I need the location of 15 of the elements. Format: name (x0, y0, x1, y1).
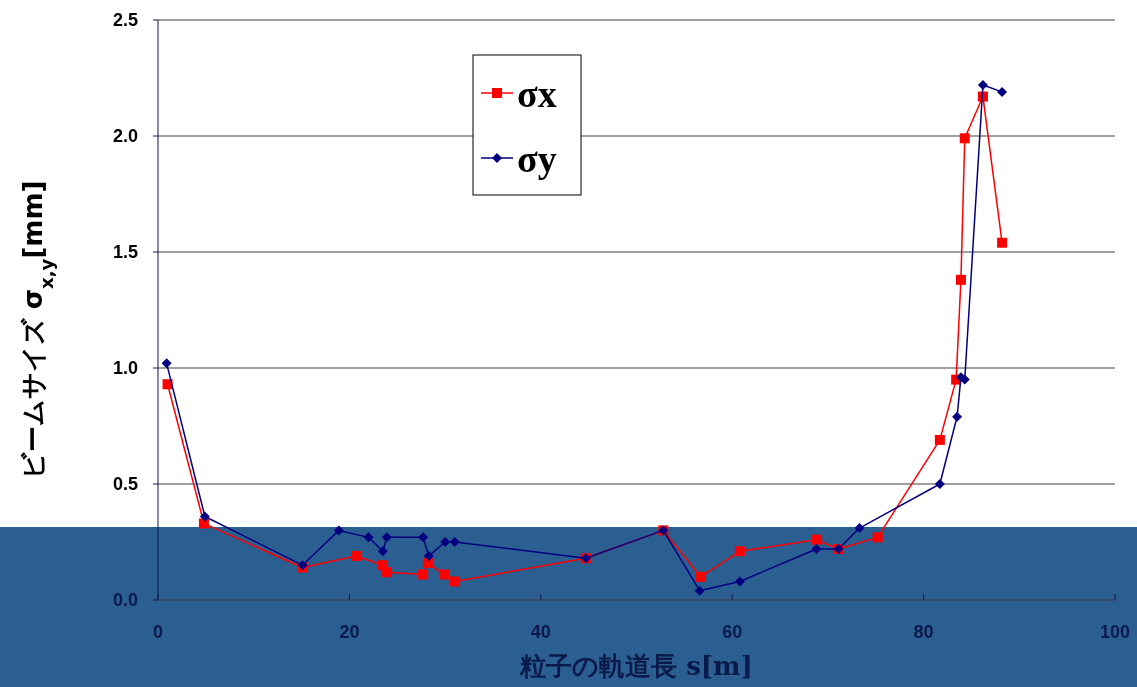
y-tick-label: 1.0 (112, 358, 138, 378)
legend-label: σy (517, 138, 557, 180)
x-axis-title: 粒子の軌道長 s[m] (519, 651, 753, 681)
x-tick-label: 100 (1099, 622, 1131, 642)
x-tick-label: 60 (722, 622, 743, 642)
x-tick-label: 20 (339, 622, 360, 642)
legend-label: σx (517, 73, 557, 115)
y-tick-label: 1.5 (112, 242, 138, 262)
x-tick-label: 40 (530, 622, 551, 642)
y-tick-label: 0.5 (112, 474, 138, 494)
y-tick-label: 2.5 (112, 10, 138, 30)
y-tick-label: 2.0 (112, 126, 138, 146)
x-tick-label: 0 (152, 622, 164, 642)
y-tick-label: 0.0 (112, 590, 138, 610)
x-tick-label: 80 (913, 622, 934, 642)
